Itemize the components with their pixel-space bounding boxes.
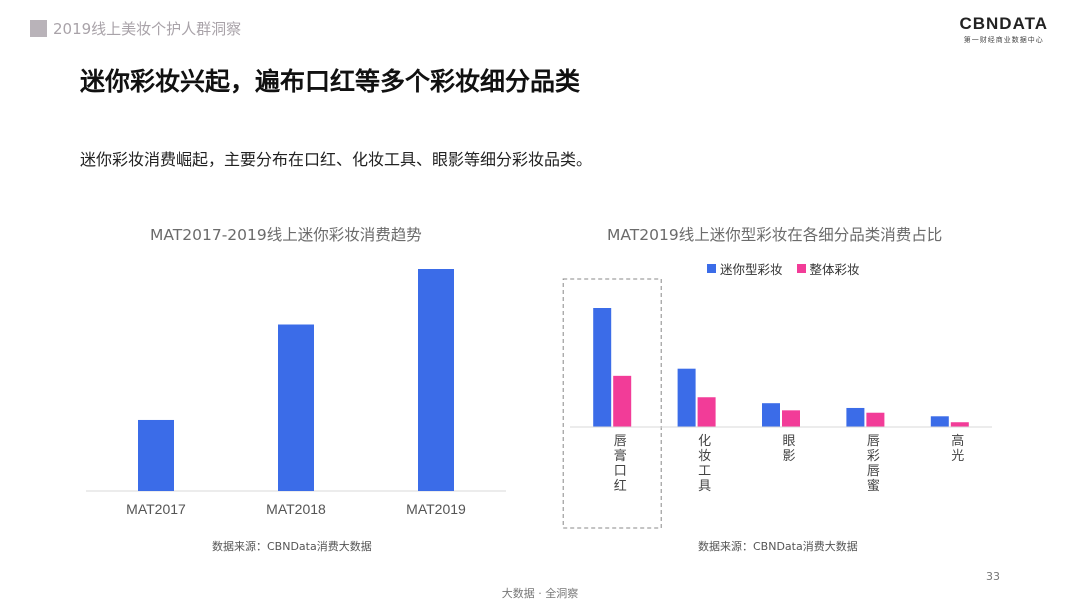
legend-swatch-pink [796,264,806,273]
footer-tagline: 大数据 · 全洞察 [501,587,579,600]
page-number: 33 [986,570,1000,583]
right-chart-tick-label: 唇膏口红 [614,434,627,494]
right-chart-bar [950,422,969,427]
logo-wordmark: CBNDATA [959,14,1048,33]
left-chart-bar [418,269,454,491]
left-chart-title: MAT2017-2019线上迷你彩妆消费趋势 [150,226,422,244]
legend-item-overall: 整体彩妆 [796,259,860,278]
legend-item-mini: 迷你型彩妆 [707,259,783,278]
right-chart-tick-label: 高光 [951,433,964,464]
right-chart-bar [762,403,780,427]
legend-label-mini: 迷你型彩妆 [720,262,783,277]
cbndata-logo: CBNDATA 第一财经商业数据中心 [959,14,1048,45]
section-tag-text: 2019线上美妆个护人群洞察 [53,20,242,38]
right-chart-tick-label: 眼影 [782,434,795,464]
right-chart-bar [697,397,716,427]
left-chart-source: 数据来源：CBNData消费大数据 [212,540,372,553]
left-chart-bar [278,324,314,491]
left-chart-tick-label: MAT2017 [126,501,186,517]
left-chart-bar [138,419,174,491]
section-tag: 2019线上美妆个护人群洞察 [30,18,241,39]
right-chart-bar [677,368,696,427]
logo-subtext: 第一财经商业数据中心 [963,36,1044,44]
section-square-icon [30,20,47,37]
right-chart-tick-label: 唇彩唇蜜 [867,434,880,494]
right-chart-bar [782,410,800,427]
page-subtitle: 迷你彩妆消费崛起，主要分布在口红、化妆工具、眼影等细分彩妆品类。 [80,150,593,169]
right-chart-bar [930,416,949,427]
right-chart-title: MAT2019线上迷你型彩妆在各细分品类消费占比 [607,226,943,244]
highlight-dashed-box [562,278,662,529]
legend-swatch-blue [707,264,716,273]
right-chart-legend: 迷你型彩妆 整体彩妆 [707,259,874,278]
right-chart-bar [593,308,612,427]
page-title: 迷你彩妆兴起，遍布口红等多个彩妆细分品类 [80,67,581,96]
right-chart-bar [846,407,865,427]
left-chart-tick-label: MAT2018 [266,501,326,517]
right-chart-tick-label: 化妆工具 [698,434,711,494]
right-chart-bar [613,375,632,427]
right-chart-bar [866,412,885,427]
left-chart-tick-label: MAT2019 [406,501,466,517]
legend-label-overall: 整体彩妆 [809,262,860,277]
right-chart-source: 数据来源：CBNData消费大数据 [698,540,858,553]
